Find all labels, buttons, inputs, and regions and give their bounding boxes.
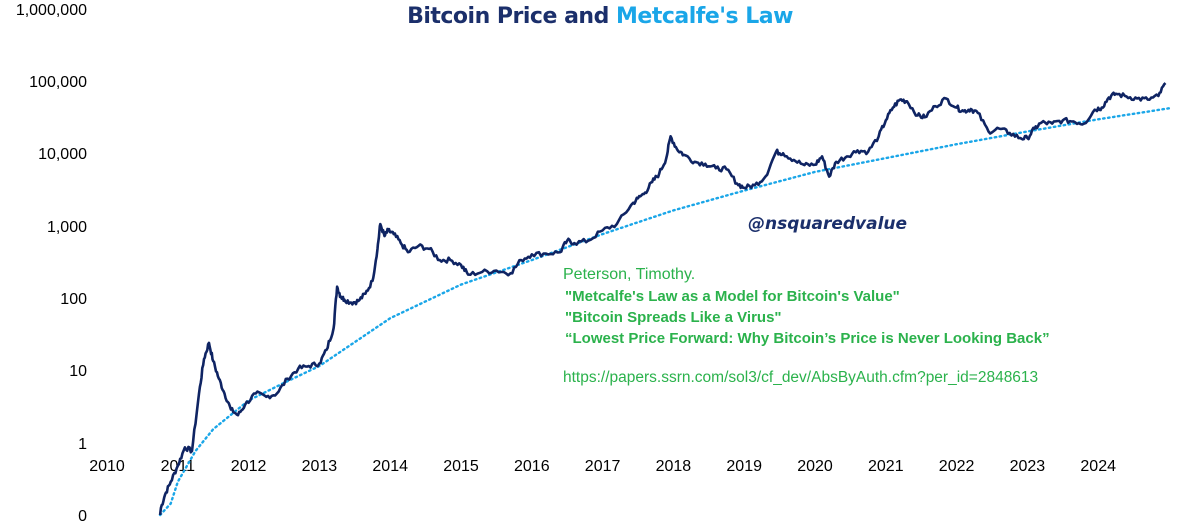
x-tick-label: 2018 [656,458,692,475]
x-tick-label: 2020 [797,458,833,475]
y-axis-ticks: 1,000,000 100,000 10,000 1,000 100 10 1 … [16,2,87,525]
x-tick-label: 2019 [726,458,762,475]
x-tick-label: 2022 [939,458,975,475]
x-tick-label: 2014 [372,458,408,475]
x-tick-label: 2012 [231,458,267,475]
series-layer [158,82,1171,517]
x-tick-label: 2021 [868,458,904,475]
y-tick-label: 100 [60,291,87,308]
twitter-handle: @nsquaredvalue [748,214,908,234]
citation-url-link[interactable]: https://papers.ssrn.com/sol3/cf_dev/AbsB… [563,369,1039,386]
y-tick-label: 100,000 [29,74,87,91]
title-part-bitcoin-price: Bitcoin Price [407,4,557,29]
citation-work: "Bitcoin Spreads Like a Virus" [565,309,782,326]
x-axis-ticks: 2010 2011 2012 2013 2014 2015 2016 2017 2018 2019… [89,458,1116,475]
y-tick-label: 1,000 [47,219,87,236]
citation-block: Peterson, Timothy. "Metcalfe's Law as a … [563,264,1050,387]
x-tick-label: 2015 [443,458,479,475]
citation-work: "Metcalfe's Law as a Model for Bitcoin's… [565,288,900,305]
x-tick-label: 2010 [89,458,125,475]
bitcoin-price-line [158,82,1167,516]
x-tick-label: 2024 [1080,458,1116,475]
title-part-and: and [564,4,609,29]
x-tick-label: 2023 [1010,458,1046,475]
x-tick-label: 2017 [585,458,621,475]
y-tick-label: 10 [69,363,87,380]
y-tick-label: 0 [78,508,87,525]
citation-author: Peterson, Timothy. [563,266,696,283]
title-part-metcalfes-law: Metcalfe's Law [616,4,793,29]
citation-work: “Lowest Price Forward: Why Bitcoin’s Pri… [565,330,1050,347]
x-tick-label: 2016 [514,458,550,475]
metcalfe-law-line [158,107,1171,517]
y-tick-label: 10,000 [38,146,87,163]
y-tick-label: 1,000,000 [16,2,87,19]
x-tick-label: 2013 [302,458,338,475]
chart-title: Bitcoin Price and Metcalfe's Law [0,4,1200,29]
y-tick-label: 1 [78,436,87,453]
